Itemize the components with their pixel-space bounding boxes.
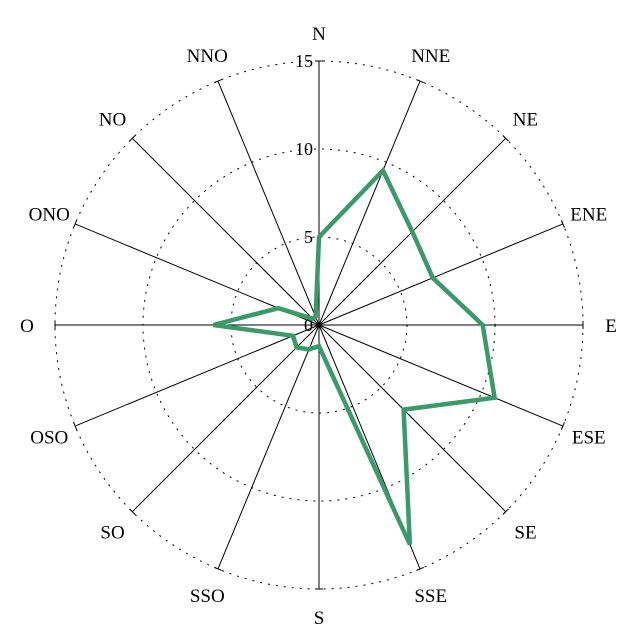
direction-label-ono: ONO	[29, 204, 70, 225]
axis-nno	[217, 80, 320, 326]
direction-label-sso: SSO	[190, 586, 225, 607]
axis-so	[131, 324, 320, 513]
axis-oso	[74, 324, 320, 427]
axis-end-tick-ese	[560, 422, 565, 430]
axis-end-tick-no	[129, 135, 136, 142]
direction-label-s: S	[314, 608, 325, 629]
direction-label-nno: NNO	[187, 46, 228, 67]
direction-label-se: SE	[514, 522, 536, 543]
axis-no	[131, 137, 320, 326]
tick-label-10: 10	[295, 139, 313, 159]
direction-label-nne: NNE	[411, 46, 450, 67]
direction-label-e: E	[605, 316, 617, 337]
axis-ese	[318, 324, 564, 427]
axis-end-tick-sso	[214, 566, 222, 571]
series-layer	[212, 166, 498, 546]
direction-label-oso: OSO	[30, 428, 68, 449]
axis-end-tick-oso	[73, 422, 78, 430]
axis-end-tick-so	[129, 508, 136, 515]
direction-label-so: SO	[100, 522, 124, 543]
direction-label-n: N	[312, 24, 326, 45]
tick-label-0: 0	[304, 315, 313, 335]
direction-labels: N NNE NE ENE E ESE SE SSE S SSO SO OSO O ONO NO NNO	[20, 24, 617, 629]
axis-end-tick-nno	[214, 79, 222, 84]
tick-label-15: 15	[295, 51, 313, 71]
series-line-0	[212, 166, 498, 546]
direction-label-ene: ENE	[570, 204, 607, 225]
axis-nne	[318, 80, 421, 326]
direction-label-o: O	[20, 316, 34, 337]
axis-end-tick-ene	[560, 220, 565, 228]
direction-label-sse: SSE	[414, 586, 447, 607]
direction-axes	[54, 60, 584, 590]
axis-end-tick-ono	[73, 220, 78, 228]
axis-end-tick-ne	[502, 135, 509, 142]
axis-ene	[318, 223, 564, 326]
direction-label-ese: ESE	[572, 428, 606, 449]
axis-end-tick-se	[502, 508, 509, 515]
direction-label-ne: NE	[513, 110, 538, 131]
radial-tick-labels: 0 5 10 15	[295, 51, 313, 335]
axis-sso	[217, 324, 320, 570]
axis-se	[318, 324, 507, 513]
direction-label-no: NO	[99, 110, 126, 131]
axis-end-tick-nne	[416, 79, 424, 84]
axis-end-tick-sse	[416, 566, 424, 571]
tick-label-5: 5	[304, 227, 313, 247]
